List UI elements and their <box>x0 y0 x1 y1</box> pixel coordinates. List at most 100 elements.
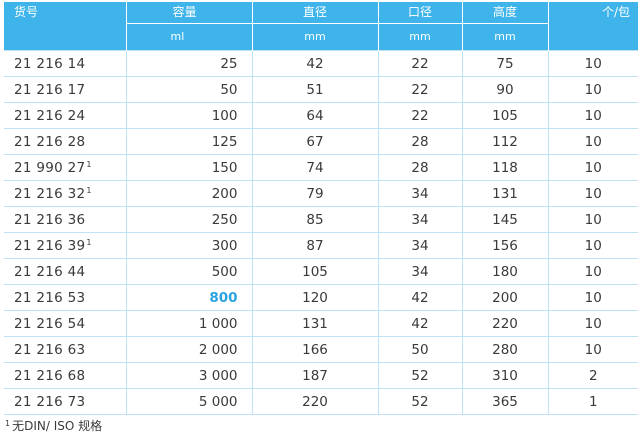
cell-code: 21 990 271 <box>4 154 127 181</box>
cell-volume: 250 <box>126 206 253 233</box>
cell-opening: 42 <box>378 284 463 311</box>
header-diameter-unit: mm <box>252 23 378 50</box>
cell-opening: 52 <box>378 362 463 389</box>
cell-diameter: 187 <box>252 362 379 389</box>
footnote-text: 无DIN/ ISO 规格 <box>12 419 103 433</box>
cell-code: 21 216 73 <box>4 388 127 415</box>
header-code: 货号 <box>4 2 127 51</box>
table-row: 21 216 68 3 000 187 52 310 2 <box>4 362 638 389</box>
cell-height: 200 <box>462 284 549 311</box>
cell-volume: 5 000 <box>126 388 253 415</box>
cell-opening: 34 <box>378 232 463 259</box>
cell-per-pack: 10 <box>548 76 638 103</box>
footnote-ref: 1 <box>86 237 92 247</box>
table-row: 21 216 36 250 85 34 145 10 <box>4 206 638 233</box>
cell-diameter: 220 <box>252 388 379 415</box>
cell-diameter: 87 <box>252 232 379 259</box>
cell-volume: 500 <box>126 258 253 285</box>
cell-diameter: 166 <box>252 336 379 363</box>
cell-volume: 100 <box>126 102 253 129</box>
header-per-pack: 个/包 <box>548 2 638 51</box>
cell-volume: 2 000 <box>126 336 253 363</box>
cell-per-pack: 10 <box>548 336 638 363</box>
cell-opening: 34 <box>378 180 463 207</box>
cell-volume: 200 <box>126 180 253 207</box>
footnote: 1 无DIN/ ISO 规格 <box>4 417 102 434</box>
cell-height: 105 <box>462 102 549 129</box>
cell-diameter: 74 <box>252 154 379 181</box>
table-row: 21 216 54 1 000 131 42 220 10 <box>4 310 638 337</box>
table-header: 货号 容量 ml 直径 mm <box>4 2 638 51</box>
cell-code: 21 216 68 <box>4 362 127 389</box>
cell-per-pack: 10 <box>548 310 638 337</box>
cell-height: 131 <box>462 180 549 207</box>
cell-diameter: 120 <box>252 284 379 311</box>
cell-opening: 34 <box>378 206 463 233</box>
cell-diameter: 79 <box>252 180 379 207</box>
cell-opening: 22 <box>378 76 463 103</box>
cell-volume: 25 <box>126 50 253 77</box>
cell-code: 21 216 14 <box>4 50 127 77</box>
cell-diameter: 42 <box>252 50 379 77</box>
cell-code: 21 216 54 <box>4 310 127 337</box>
cell-height: 220 <box>462 310 549 337</box>
cell-volume: 300 <box>126 232 253 259</box>
product-spec-table: 货号 容量 ml 直径 mm <box>4 2 638 415</box>
cell-per-pack: 10 <box>548 50 638 77</box>
cell-diameter: 105 <box>252 258 379 285</box>
header-volume: 容量 ml <box>126 2 253 51</box>
cell-volume: 150 <box>126 154 253 181</box>
header-height-unit: mm <box>462 23 548 50</box>
cell-code: 21 216 53 <box>4 284 127 311</box>
cell-per-pack: 10 <box>548 284 638 311</box>
cell-opening: 42 <box>378 310 463 337</box>
footnote-ref: 1 <box>86 185 92 195</box>
cell-per-pack: 10 <box>548 102 638 129</box>
table-row: 21 216 391 300 87 34 156 10 <box>4 232 638 259</box>
table-row: 21 216 53 800 120 42 200 10 <box>4 284 638 311</box>
cell-per-pack: 10 <box>548 128 638 155</box>
table-body: 21 216 14 25 42 22 75 10 21 216 17 50 51 22 90 10 21… <box>4 50 638 415</box>
cell-per-pack: 10 <box>548 180 638 207</box>
cell-volume: 1 000 <box>126 310 253 337</box>
cell-code: 21 216 391 <box>4 232 127 259</box>
cell-code: 21 216 321 <box>4 180 127 207</box>
cell-code: 21 216 28 <box>4 128 127 155</box>
cell-code: 21 216 36 <box>4 206 127 233</box>
cell-height: 180 <box>462 258 549 285</box>
cell-opening: 28 <box>378 128 463 155</box>
cell-diameter: 131 <box>252 310 379 337</box>
cell-height: 280 <box>462 336 549 363</box>
cell-height: 156 <box>462 232 549 259</box>
cell-code: 21 216 24 <box>4 102 127 129</box>
table-row: 21 216 28 125 67 28 112 10 <box>4 128 638 155</box>
header-height: 高度 mm <box>462 2 549 51</box>
header-diameter: 直径 mm <box>252 2 379 51</box>
cell-height: 365 <box>462 388 549 415</box>
cell-opening: 22 <box>378 102 463 129</box>
cell-per-pack: 2 <box>548 362 638 389</box>
header-opening-unit: mm <box>378 23 462 50</box>
cell-volume: 3 000 <box>126 362 253 389</box>
cell-volume: 50 <box>126 76 253 103</box>
cell-height: 118 <box>462 154 549 181</box>
table-row: 21 216 24 100 64 22 105 10 <box>4 102 638 129</box>
cell-height: 112 <box>462 128 549 155</box>
cell-diameter: 64 <box>252 102 379 129</box>
table-row: 21 216 17 50 51 22 90 10 <box>4 76 638 103</box>
cell-code: 21 216 63 <box>4 336 127 363</box>
cell-per-pack: 10 <box>548 154 638 181</box>
cell-height: 90 <box>462 76 549 103</box>
cell-opening: 28 <box>378 154 463 181</box>
cell-opening: 22 <box>378 50 463 77</box>
cell-diameter: 51 <box>252 76 379 103</box>
cell-volume: 800 <box>126 284 253 311</box>
footnote-ref: 1 <box>86 159 92 169</box>
cell-height: 145 <box>462 206 549 233</box>
cell-diameter: 85 <box>252 206 379 233</box>
table-row: 21 216 73 5 000 220 52 365 1 <box>4 388 638 415</box>
cell-per-pack: 1 <box>548 388 638 415</box>
cell-volume: 125 <box>126 128 253 155</box>
cell-opening: 50 <box>378 336 463 363</box>
